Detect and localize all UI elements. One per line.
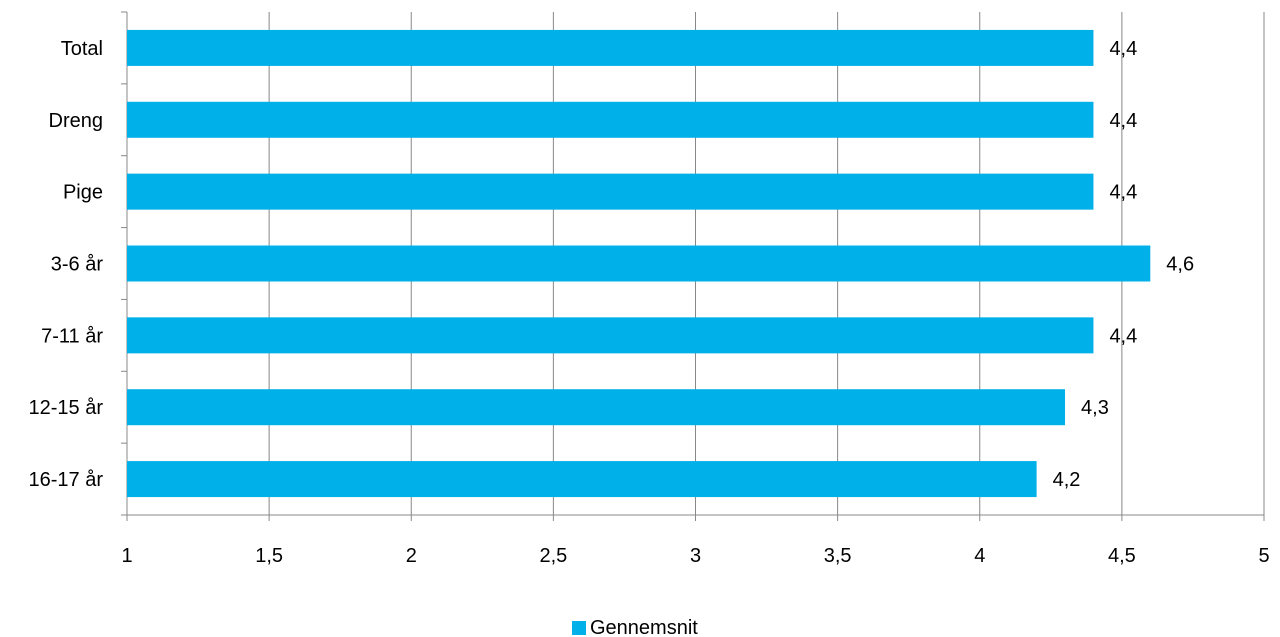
bar bbox=[127, 245, 1151, 282]
x-tick-label: 4,5 bbox=[1108, 545, 1136, 567]
x-tick-label: 5 bbox=[1258, 545, 1269, 567]
category-label: 3-6 år bbox=[51, 254, 104, 276]
legend-label: Gennemsnit bbox=[590, 617, 698, 637]
legend: Gennemsnit bbox=[572, 617, 698, 637]
bar bbox=[127, 29, 1094, 66]
data-label: 4,2 bbox=[1053, 469, 1081, 491]
bar bbox=[127, 317, 1094, 354]
bar bbox=[127, 173, 1094, 210]
category-label: Total bbox=[61, 38, 103, 60]
labels: 1 1,5 2 2,5 3 3,5 4 4,5 5 Total 4,4 Dreng 4,4 Pige 4,4… bbox=[29, 38, 1270, 567]
x-tick-label: 4 bbox=[974, 545, 985, 567]
data-label: 4,4 bbox=[1109, 182, 1137, 204]
x-tick-label: 1 bbox=[121, 545, 132, 567]
data-label: 4,4 bbox=[1109, 110, 1137, 132]
x-tick-label: 3,5 bbox=[824, 545, 852, 567]
legend-swatch bbox=[572, 621, 586, 635]
data-label: 4,4 bbox=[1109, 38, 1137, 60]
category-label: 12-15 år bbox=[29, 397, 104, 419]
category-label: 16-17 år bbox=[29, 469, 104, 491]
bar bbox=[127, 461, 1037, 498]
bar bbox=[127, 101, 1094, 138]
data-label: 4,3 bbox=[1081, 397, 1109, 419]
category-label: Pige bbox=[63, 182, 103, 204]
category-label: Dreng bbox=[49, 110, 103, 132]
x-tick-label: 1,5 bbox=[255, 545, 283, 567]
bar bbox=[127, 389, 1066, 426]
data-label: 4,4 bbox=[1109, 325, 1137, 347]
x-tick-label: 3 bbox=[690, 545, 701, 567]
x-tick-label: 2,5 bbox=[539, 545, 567, 567]
data-label: 4,6 bbox=[1166, 254, 1194, 276]
category-label: 7-11 år bbox=[41, 325, 103, 347]
bars bbox=[127, 29, 1151, 498]
x-tick-label: 2 bbox=[406, 545, 417, 567]
